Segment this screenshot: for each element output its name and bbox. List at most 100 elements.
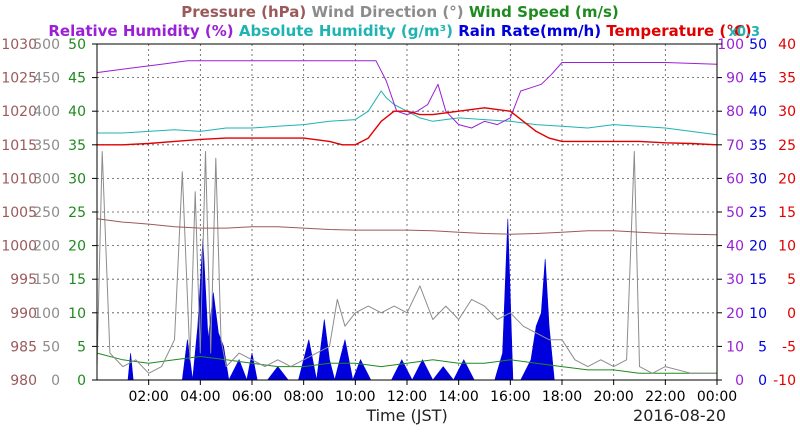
- y-tick-label-rain: 20: [749, 239, 767, 255]
- x-tick-label: 02:00: [128, 389, 168, 405]
- series-wind-direction: [96, 151, 717, 374]
- y-tick-label-rain: 30: [749, 171, 767, 187]
- y-tick-label-temperature: 10: [778, 239, 796, 255]
- y-tick-label-wind-speed: 0: [77, 373, 86, 389]
- y-tick-label-humidity: 80: [726, 104, 744, 120]
- x-tick-label: 14:00: [438, 389, 478, 405]
- y-tick-label-temperature: 30: [778, 104, 796, 120]
- y-tick-label-rain: 10: [749, 306, 767, 322]
- y-tick-label-pressure: 1020: [1, 104, 37, 120]
- y-tick-label-pressure: 990: [10, 306, 37, 322]
- x-tick-label: 12:00: [387, 389, 427, 405]
- y-tick-label-pressure: 980: [10, 373, 37, 389]
- legend-row-1: Pressure (hPa) Wind Direction (°) Wind S…: [181, 3, 619, 21]
- y-tick-label-rain: 35: [749, 138, 767, 154]
- y-tick-label-temperature: 35: [778, 71, 796, 87]
- y-tick-label-wind-direction: 350: [33, 138, 60, 154]
- series-relative-humidity: [96, 60, 718, 129]
- y-tick-label-pressure: 1000: [1, 239, 37, 255]
- legend: Pressure (hPa) Wind Direction (°) Wind S…: [48, 3, 760, 40]
- y-tick-label-wind-direction: 100: [33, 306, 60, 322]
- y-tick-label-rain: 45: [749, 71, 767, 87]
- series-pressure-hpa: [96, 218, 718, 236]
- y-tick-label-temperature: 15: [778, 205, 796, 221]
- legend-entry: Rain Rate(mm/h): [453, 22, 601, 40]
- y-tick-label-pressure: 1015: [1, 138, 37, 154]
- y-tick-label-wind-direction: 50: [42, 339, 60, 355]
- y-tick-label-temperature: 25: [778, 138, 796, 154]
- y-tick-label-humidity: 10: [726, 339, 744, 355]
- y-tick-label-rain: 50: [749, 37, 767, 53]
- y-tick-label-rain: 0: [758, 373, 767, 389]
- y-tick-label-wind-speed: 10: [68, 306, 86, 322]
- y-tick-label-rain: 40: [749, 104, 767, 120]
- y-tick-label-temperature: 5: [787, 272, 796, 288]
- x-tick-label: 08:00: [283, 389, 323, 405]
- y-tick-label-wind-direction: 450: [33, 71, 60, 87]
- y-tick-label-pressure: 995: [10, 272, 37, 288]
- series-lines: [96, 60, 718, 374]
- y-tick-label-wind-speed: 20: [68, 239, 86, 255]
- y-tick-label-humidity: 100: [717, 37, 744, 53]
- x-axis-ticks: 02:00 04:00 06:00 08:00 10:00 12:00 14:00 16:00…: [128, 380, 737, 405]
- y-tick-label-rain: 5: [758, 339, 767, 355]
- legend-entry: Absolute Humidity (g/m³): [234, 22, 453, 40]
- y-tick-label-humidity: 60: [726, 171, 744, 187]
- legend-entry: Temperature (°C): [601, 22, 752, 40]
- y-tick-label-wind-direction: 0: [51, 373, 60, 389]
- x-tick-label: 20:00: [593, 389, 633, 405]
- x-tick-label: 10:00: [335, 389, 375, 405]
- y-tick-label-wind-direction: 300: [33, 171, 60, 187]
- legend-entry: Pressure (hPa): [181, 3, 306, 21]
- legend-entry: Wind Direction (°): [306, 3, 463, 21]
- y-tick-label-wind-speed: 25: [68, 205, 86, 221]
- x-tick-label: 16:00: [490, 389, 530, 405]
- y-tick-label-temperature: 40: [778, 37, 796, 53]
- y-tick-label-wind-speed: 45: [68, 71, 86, 87]
- x-tick-label: 06:00: [232, 389, 272, 405]
- series-temperature-c: [97, 107, 718, 146]
- y-tick-label-temperature: -10: [773, 373, 796, 389]
- y-tick-label-wind-speed: 30: [68, 171, 86, 187]
- y-tick-label-rain: 25: [749, 205, 767, 221]
- y-tick-label-humidity: 30: [726, 272, 744, 288]
- x-tick-label: 22:00: [645, 389, 685, 405]
- y-tick-label-temperature: -5: [782, 339, 796, 355]
- legend-row-2: Relative Humidity (%) Absolute Humidity …: [48, 22, 751, 40]
- y-tick-label-temperature: 0: [787, 306, 796, 322]
- y-tick-label-pressure: 1025: [1, 71, 37, 87]
- y-tick-label-wind-speed: 50: [68, 37, 86, 53]
- y-tick-label-wind-direction: 200: [33, 239, 60, 255]
- date-label: 2016-08-20: [633, 406, 726, 425]
- y-tick-label-humidity: 20: [726, 306, 744, 322]
- x-tick-label: 04:00: [180, 389, 220, 405]
- y-tick-label-humidity: 90: [726, 71, 744, 87]
- y-tick-label-wind-direction: 500: [33, 37, 60, 53]
- y-tick-label-humidity: 0: [735, 373, 744, 389]
- y-tick-label-pressure: 1030: [1, 37, 37, 53]
- y-tick-label-pressure: 1005: [1, 205, 37, 221]
- y-tick-label-temperature: 20: [778, 171, 796, 187]
- y-tick-label-pressure: 1010: [1, 171, 37, 187]
- legend-entry: Wind Speed (m/s): [464, 3, 619, 21]
- y-tick-label-wind-speed: 35: [68, 138, 86, 154]
- y-tick-label-pressure: 985: [10, 339, 37, 355]
- y-tick-label-wind-direction: 250: [33, 205, 60, 221]
- y-tick-label-humidity: 70: [726, 138, 744, 154]
- x-axis-label: Time (JST): [365, 406, 447, 425]
- x-tick-label: 00:00: [697, 389, 737, 405]
- y-tick-label-wind-direction: 400: [33, 104, 60, 120]
- rain-scale-note: x0.3: [729, 25, 760, 40]
- y-tick-label-wind-speed: 5: [77, 339, 86, 355]
- series-wind-speed-m-s: [96, 352, 717, 374]
- y-tick-label-humidity: 40: [726, 239, 744, 255]
- y-tick-label-wind-speed: 40: [68, 104, 86, 120]
- y-tick-label-humidity: 50: [726, 205, 744, 221]
- y-axis-ticks: 1030102510201015101010051000995990985980…: [1, 37, 796, 389]
- y-tick-label-wind-speed: 15: [68, 272, 86, 288]
- y-tick-label-rain: 15: [749, 272, 767, 288]
- x-tick-label: 18:00: [542, 389, 582, 405]
- y-tick-label-wind-direction: 150: [33, 272, 60, 288]
- legend-entry: Relative Humidity (%): [48, 22, 233, 40]
